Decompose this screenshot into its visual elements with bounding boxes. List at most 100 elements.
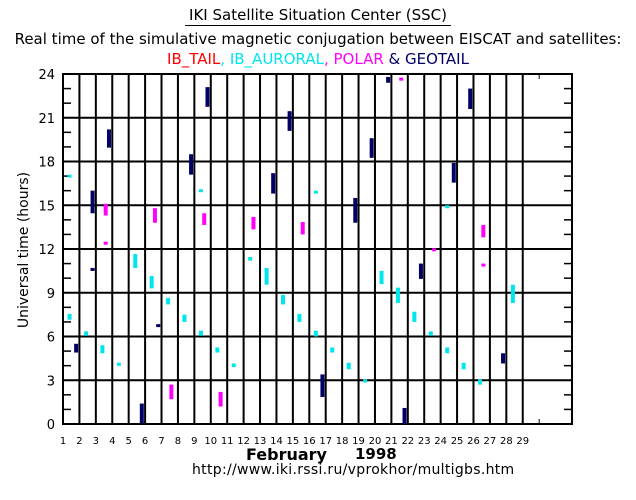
data-interval-geotail (468, 88, 473, 109)
source-url: http://www.iki.rssi.ru/vprokhor/multigbs… (192, 462, 515, 478)
data-interval-ib-auroral (395, 287, 400, 303)
x-tick-label: 15 (287, 436, 300, 447)
x-tick-label: 9 (191, 436, 197, 447)
data-interval-ib-auroral (445, 205, 450, 209)
data-interval-geotail (353, 197, 358, 223)
data-interval-ib-auroral (133, 254, 138, 268)
data-interval-geotail (402, 407, 407, 424)
plot-frame (62, 73, 573, 425)
legend-sep: , (220, 50, 230, 68)
data-interval-polar (103, 203, 108, 216)
x-tick-label: 24 (434, 436, 447, 447)
x-tick-label: 27 (484, 436, 497, 447)
data-interval-ib-auroral (346, 362, 351, 370)
x-tick-label: 8 (175, 436, 181, 447)
x-tick-label: 2 (76, 436, 82, 447)
data-interval-ib-auroral (363, 379, 368, 383)
data-interval-geotail (320, 374, 325, 398)
data-interval-geotail (106, 129, 111, 148)
data-interval-ib-auroral (379, 270, 384, 284)
data-interval-polar (169, 384, 174, 400)
x-tick-label: 28 (500, 436, 513, 447)
data-interval-geotail (271, 173, 276, 194)
legend-item-geotail: GEOTAIL (405, 50, 469, 68)
data-interval-polar (481, 263, 486, 267)
data-interval-polar (103, 241, 108, 245)
x-tick-label: 6 (142, 436, 148, 447)
x-tick-label: 4 (109, 436, 115, 447)
x-tick-label: 21 (385, 436, 398, 447)
data-interval-geotail (90, 190, 95, 214)
data-interval-ib-auroral (510, 284, 515, 303)
data-interval-ib-auroral (297, 313, 302, 322)
x-axis-month-label: February (246, 445, 327, 464)
data-interval-polar (399, 77, 404, 81)
data-interval-ib-auroral (313, 330, 318, 337)
legend: IB_TAIL, IB_AURORAL, POLAR & GEOTAIL (0, 50, 636, 68)
legend-sep: & (383, 50, 405, 68)
data-interval-ib-auroral (67, 174, 72, 178)
y-tick-label: 21 (38, 112, 55, 127)
data-interval-polar (218, 391, 223, 407)
x-tick-label: 14 (270, 436, 283, 447)
x-tick-label: 23 (418, 436, 431, 447)
x-tick-label: 11 (221, 436, 234, 447)
x-tick-label: 26 (467, 436, 480, 447)
data-interval-ib-auroral (198, 330, 203, 336)
data-interval-ib-auroral (182, 314, 187, 322)
data-interval-ib-auroral (461, 362, 466, 370)
y-tick-label: 24 (38, 68, 55, 83)
data-interval-geotail (90, 267, 95, 271)
data-interval-ib-auroral (313, 190, 318, 194)
data-interval-geotail (386, 76, 391, 83)
data-interval-geotail (156, 324, 161, 328)
data-interval-geotail (189, 154, 194, 175)
data-interval-ib-auroral (264, 267, 269, 285)
legend-item-ib-tail: IB_TAIL (167, 50, 221, 68)
data-interval-ib-auroral (231, 363, 236, 368)
x-tick-label: 19 (352, 436, 365, 447)
data-interval-ib-auroral (412, 311, 417, 322)
y-tick-label: 3 (47, 374, 55, 389)
x-tick-label: 29 (516, 436, 529, 447)
data-interval-polar (251, 216, 256, 230)
data-interval-ib-auroral (116, 362, 121, 366)
x-tick-label: 1 (60, 436, 66, 447)
x-tick-label: 10 (204, 436, 217, 447)
data-interval-geotail (451, 162, 456, 183)
data-interval-ib-auroral (198, 189, 203, 193)
data-interval-ib-auroral (478, 379, 483, 385)
data-interval-ib-auroral (149, 275, 154, 289)
chart-title-text: IKI Satellite Situation Center (SSC) (185, 6, 451, 26)
legend-item-ib-auroral: IB_AURORAL (229, 50, 324, 68)
x-tick-label: 12 (237, 436, 250, 447)
x-tick-label: 16 (303, 436, 316, 447)
y-tick-label: 0 (47, 418, 55, 433)
chart-title: IKI Satellite Situation Center (SSC) (0, 6, 636, 26)
data-interval-geotail (287, 111, 292, 131)
data-interval-geotail (205, 87, 210, 107)
data-interval-ib-auroral (215, 347, 220, 353)
x-tick-label: 20 (369, 436, 382, 447)
x-tick-label: 13 (254, 436, 267, 447)
data-interval-geotail (418, 263, 423, 279)
data-interval-geotail (369, 138, 374, 158)
data-interval-ib-auroral (330, 347, 335, 353)
legend-sep: , (323, 50, 334, 68)
data-interval-ib-auroral (281, 294, 286, 305)
y-tick-label: 12 (38, 243, 55, 258)
data-interval-ib-auroral (166, 297, 171, 305)
data-interval-geotail (139, 403, 144, 424)
y-tick-label: 18 (38, 156, 55, 171)
data-interval-geotail (501, 353, 506, 364)
data-interval-ib-auroral (428, 331, 433, 336)
x-tick-label: 7 (158, 436, 164, 447)
x-tick-label: 25 (451, 436, 464, 447)
data-interval-polar (300, 222, 305, 235)
x-tick-label: 22 (401, 436, 414, 447)
data-interval-polar (481, 224, 486, 238)
x-tick-label: 5 (125, 436, 131, 447)
chart-subtitle: Real time of the simulative magnetic con… (14, 30, 622, 48)
x-tick-label: 17 (319, 436, 332, 447)
